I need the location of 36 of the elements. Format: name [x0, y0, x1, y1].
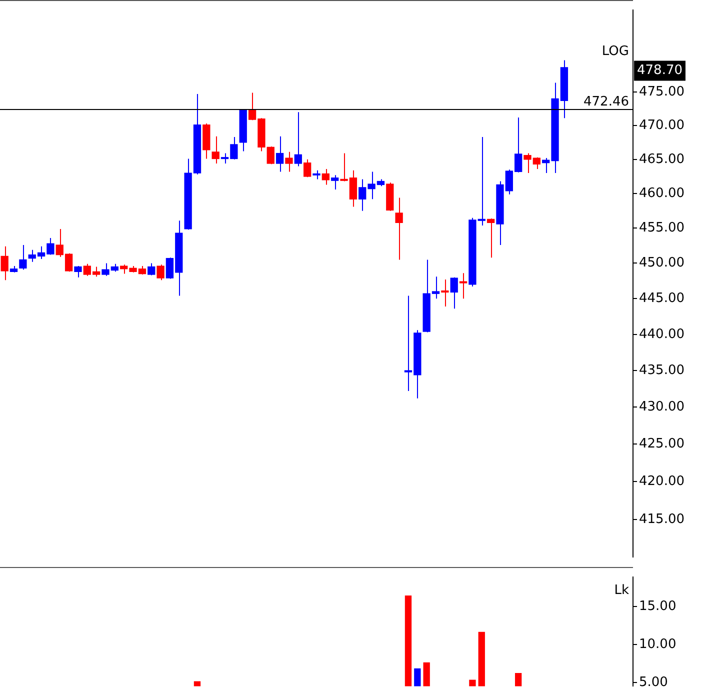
y-tick-label: 445.00 — [639, 290, 684, 306]
y-tick-label: 415.00 — [639, 512, 684, 527]
candlestick — [441, 278, 449, 307]
candlestick — [303, 158, 312, 178]
candlestick — [450, 276, 458, 310]
candlestick — [0, 246, 8, 281]
candlestick — [285, 151, 293, 172]
y-tick-label: 460.00 — [639, 186, 684, 202]
ref-line-label: 472.46 — [584, 94, 629, 110]
text: 478.70 — [637, 63, 682, 78]
annotation: Lk — [614, 582, 630, 598]
y-tick-label: 470.00 — [639, 118, 684, 133]
annotation: LOG — [602, 44, 629, 59]
y-tick-label: 425.00 — [639, 436, 684, 452]
y-tick-label: 465.00 — [639, 152, 684, 167]
candlestick — [331, 174, 339, 190]
y-tick-label: 475.00 — [639, 84, 684, 100]
y-tick-label: 430.00 — [639, 400, 684, 415]
candlestick — [212, 136, 220, 164]
candlestick — [294, 112, 302, 167]
y-tick-label: 10.00 — [639, 636, 676, 652]
candlestick — [19, 244, 27, 270]
candlestick — [486, 218, 495, 258]
y-tick-label: 5.00 — [639, 674, 668, 690]
candlestick — [395, 197, 403, 260]
candlestick — [276, 136, 284, 172]
candlestick — [156, 264, 164, 281]
y-tick-label: 455.00 — [639, 220, 684, 236]
y-tick-label: 435.00 — [639, 362, 684, 378]
y-tick-label: 440.00 — [639, 326, 684, 342]
y-tick-label: 420.00 — [639, 474, 684, 490]
candlestick — [322, 168, 330, 186]
y-tick-label: 15.00 — [639, 598, 676, 614]
candlestick — [459, 272, 468, 300]
candlestick — [74, 266, 82, 278]
y-tick-label: 450.00 — [639, 256, 684, 271]
